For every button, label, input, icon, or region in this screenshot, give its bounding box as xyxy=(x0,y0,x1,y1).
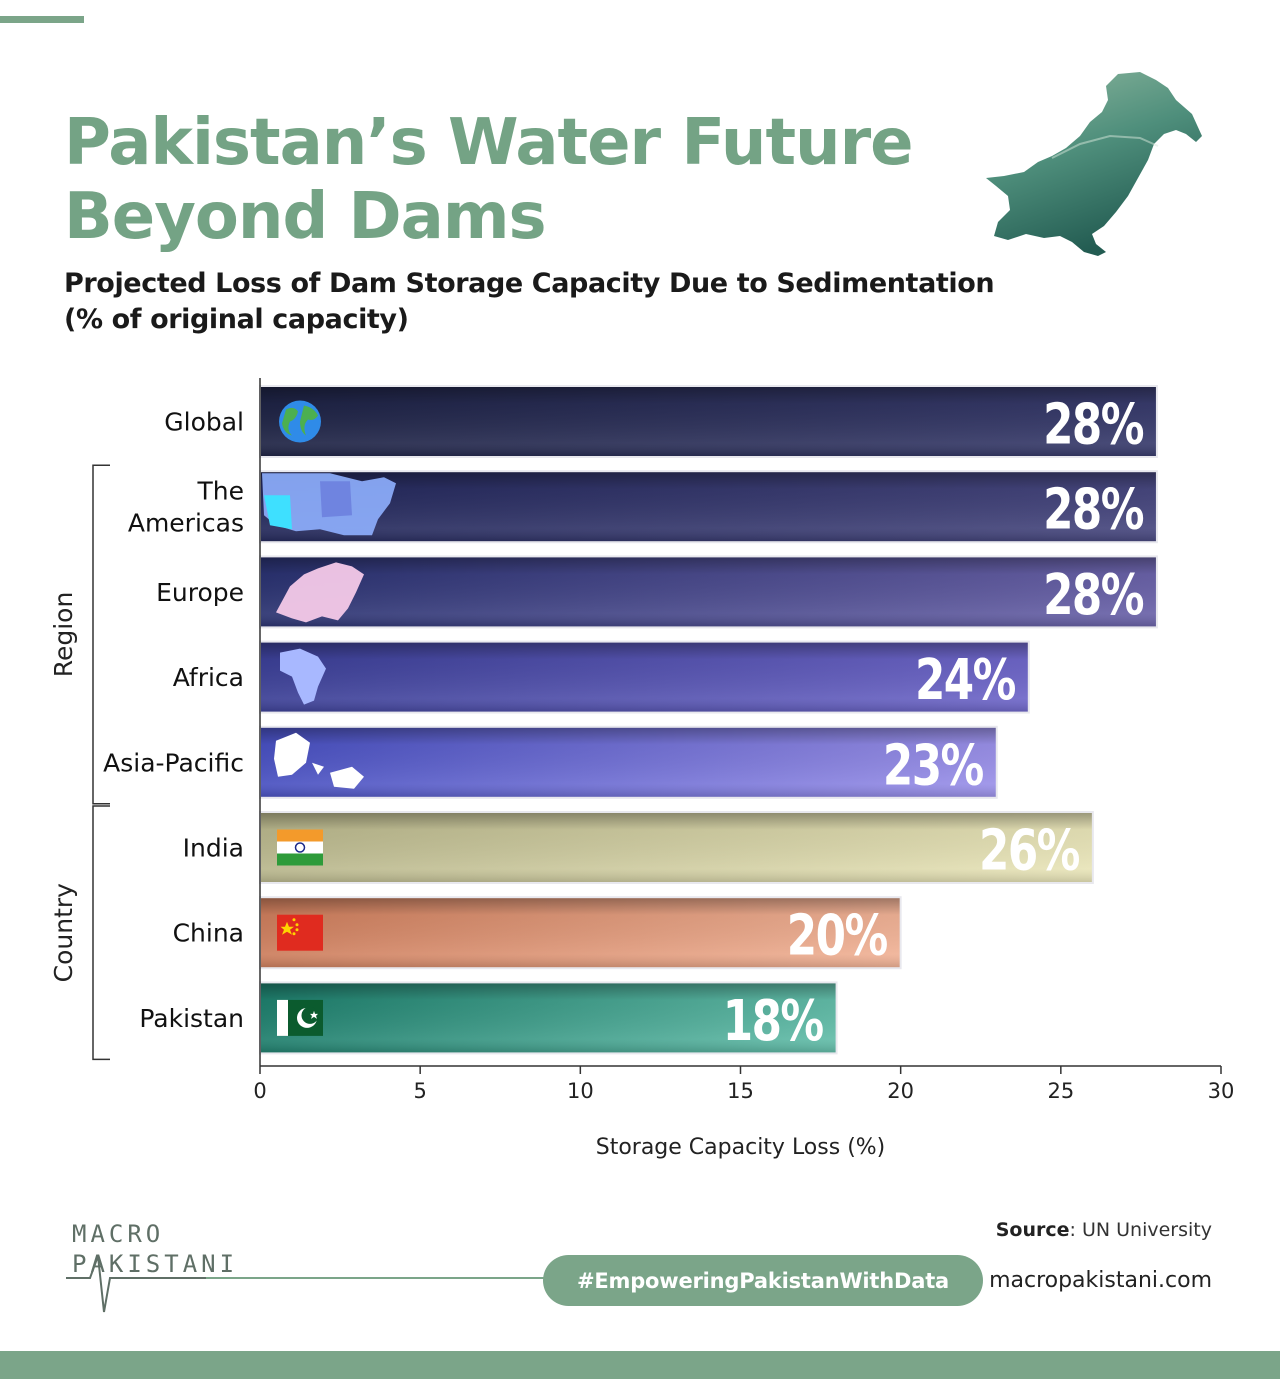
title-line-1: Pakistan’s Water Future xyxy=(64,106,914,180)
brand-line-1: MACRO xyxy=(72,1220,165,1248)
subtitle-line-2: (% of original capacity) xyxy=(64,304,409,335)
bar-shading xyxy=(260,386,1157,457)
category-label: India xyxy=(183,834,244,863)
category-label: Europe xyxy=(156,578,244,607)
value-label: 28% xyxy=(1043,391,1143,457)
value-label: 20% xyxy=(787,902,887,968)
bar-shading xyxy=(260,641,1029,713)
bar-shading xyxy=(260,982,837,1054)
india-flag-icon xyxy=(277,829,323,866)
value-label: 18% xyxy=(723,987,823,1053)
group-label: Country xyxy=(49,883,78,983)
source-value: : UN University xyxy=(1069,1219,1212,1241)
x-tick-label: 15 xyxy=(727,1079,754,1103)
page-title: Pakistan’s Water Future Beyond Dams xyxy=(64,106,914,254)
hashtag-pill: #EmpoweringPakistanWithData xyxy=(543,1255,983,1306)
source-credit: Source: UN University xyxy=(996,1219,1212,1241)
globe-icon xyxy=(279,400,321,443)
value-label: 26% xyxy=(979,817,1079,883)
bar-chart: 28% 28% 28% 24% 23% 26% 20% 18% Global The Americ… xyxy=(49,378,1235,1160)
value-label: 23% xyxy=(883,732,983,798)
website-link[interactable]: macropakistani.com xyxy=(989,1268,1212,1293)
category-label: Americas xyxy=(128,509,244,538)
x-tick-label: 20 xyxy=(887,1079,914,1103)
group-bracket xyxy=(92,464,110,805)
x-tick-label: 0 xyxy=(253,1079,266,1103)
chart-subtitle: Projected Loss of Dam Storage Capacity D… xyxy=(64,266,995,338)
x-tick-label: 10 xyxy=(567,1079,594,1103)
x-tick-label: 5 xyxy=(413,1079,426,1103)
bottom-band xyxy=(0,1351,1280,1379)
bar-shading xyxy=(260,471,1157,543)
asia-pacific-map-icon xyxy=(274,732,364,789)
title-line-2: Beyond Dams xyxy=(64,180,547,254)
brand-pulse-line xyxy=(66,1255,544,1313)
x-axis-label: Storage Capacity Loss (%) xyxy=(596,1135,886,1160)
group-label: Region xyxy=(49,592,78,678)
bar-shading xyxy=(260,726,997,798)
x-tick-label: 30 xyxy=(1208,1079,1235,1103)
category-label: China xyxy=(173,919,244,948)
source-label: Source xyxy=(995,1219,1070,1241)
europe-map-icon xyxy=(276,562,364,623)
value-label: 28% xyxy=(1043,561,1143,627)
category-label: Global xyxy=(164,408,244,437)
bar-shading xyxy=(260,812,1093,883)
pakistan-flag-icon xyxy=(277,999,323,1036)
x-tick-label: 25 xyxy=(1047,1079,1074,1103)
china-flag-icon xyxy=(277,914,323,951)
americas-map-icon xyxy=(262,473,396,536)
category-label: Pakistan xyxy=(139,1004,244,1033)
category-label: Asia-Pacific xyxy=(103,748,244,777)
bar-shading xyxy=(260,897,901,969)
pakistan-map-icon xyxy=(986,72,1202,256)
bar-shading xyxy=(260,556,1157,628)
group-bracket xyxy=(92,805,110,1061)
brand-logo: MACRO PAKISTANI xyxy=(66,1216,546,1316)
value-label: 28% xyxy=(1043,476,1143,542)
top-accent-bar xyxy=(0,16,84,23)
subtitle-line-1: Projected Loss of Dam Storage Capacity D… xyxy=(64,268,995,299)
category-label: Africa xyxy=(173,663,244,692)
category-label: The xyxy=(197,477,245,506)
africa-map-icon xyxy=(280,648,326,705)
value-label: 24% xyxy=(915,647,1015,713)
